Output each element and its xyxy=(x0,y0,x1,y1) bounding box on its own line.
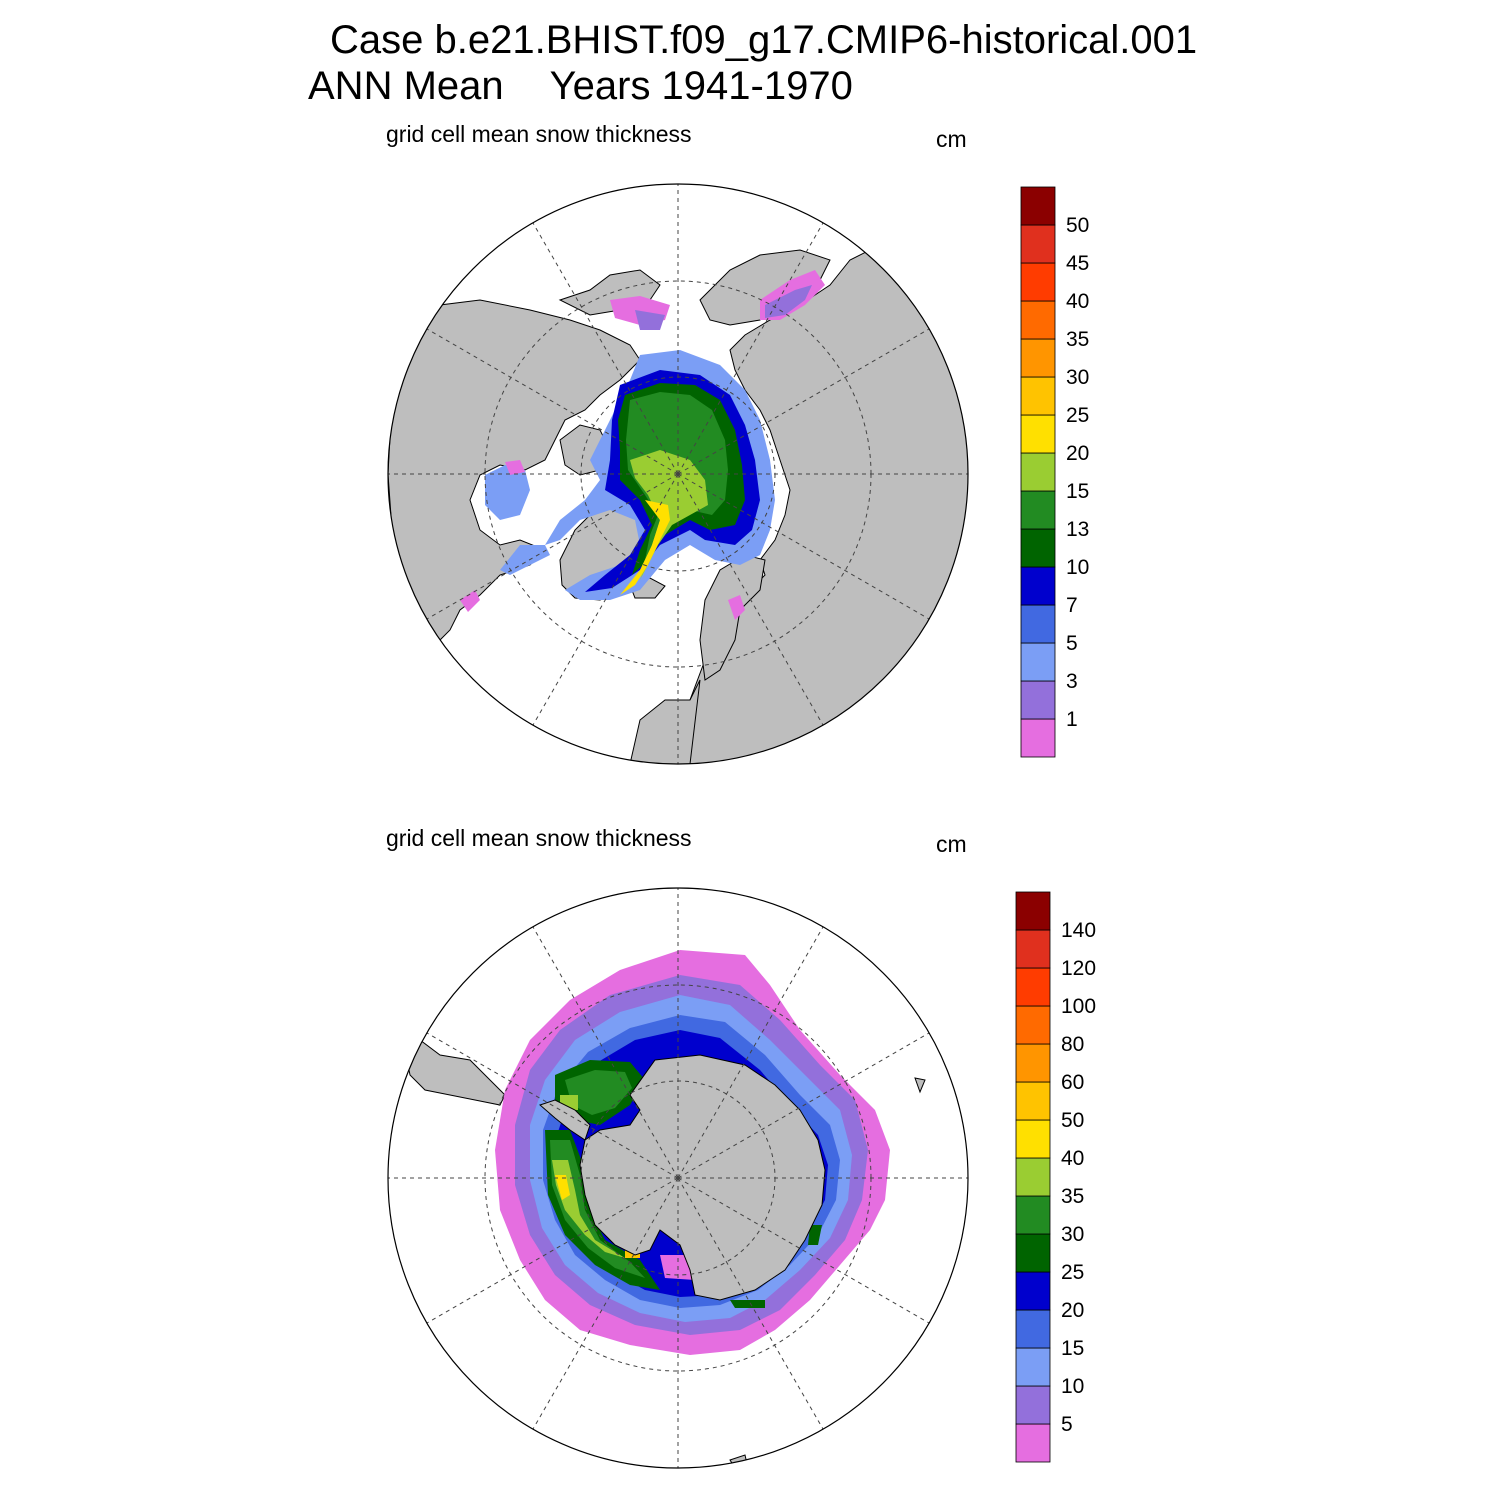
sh-colorbar-tick-label: 25 xyxy=(1061,1261,1084,1284)
sh-colorbar-swatch xyxy=(1015,1347,1051,1387)
sh-colorbar-tick-label: 20 xyxy=(1061,1299,1084,1322)
sh-colorbar-swatch xyxy=(1015,891,1051,931)
sh-colorbar-swatch xyxy=(1015,1233,1051,1273)
nh-colorbar-swatch xyxy=(1020,490,1056,530)
sh-colorbar-swatch xyxy=(1015,1119,1051,1159)
sh-colorbar-tick-label: 15 xyxy=(1061,1337,1084,1360)
sh-colorbar-tick-label: 35 xyxy=(1061,1185,1084,1208)
sh-land-antarctic-peninsula xyxy=(539,1099,591,1141)
nh-colorbar-tick-label: 3 xyxy=(1066,670,1078,693)
nh-colorbar-tick-label: 10 xyxy=(1066,556,1089,579)
sh-colorbar-swatch xyxy=(1015,929,1051,969)
nh-colorbar-swatch xyxy=(1020,452,1056,492)
nh-ice-labrador xyxy=(500,545,550,575)
nh-map-border xyxy=(387,183,969,765)
nh-colorbar-swatch xyxy=(1020,262,1056,302)
sh-colorbar-swatch xyxy=(1015,1195,1051,1235)
sh-colorbar-tick-label: 100 xyxy=(1061,995,1096,1018)
sh-colorbar-tick-label: 30 xyxy=(1061,1223,1084,1246)
sh-panel-label: grid cell mean snow thickness xyxy=(386,825,692,851)
figure-title-period: ANN Mean Years 1941-1970 xyxy=(308,64,853,109)
nh-polar-map xyxy=(387,183,969,765)
figure-title-case: Case b.e21.BHIST.f09_g17.CMIP6-historica… xyxy=(330,18,1198,62)
nh-colorbar-tick-label: 5 xyxy=(1066,632,1078,655)
nh-ice-yellow xyxy=(620,500,670,595)
sh-ice-ross-green xyxy=(550,1140,645,1278)
nh-colorbar-tick-label: 20 xyxy=(1066,442,1089,465)
sh-colorbar-tick-label: 60 xyxy=(1061,1071,1084,1094)
sh-colorbar-tick-label: 120 xyxy=(1061,957,1096,980)
sh-colorbar-tick-label: 140 xyxy=(1061,919,1096,942)
nh-colorbar-swatch xyxy=(1020,338,1056,378)
nh-colorbar-swatch xyxy=(1020,566,1056,606)
nh-colorbar-swatch xyxy=(1020,300,1056,340)
sh-colorbar-tick-label: 80 xyxy=(1061,1033,1084,1056)
nh-land-scandinavia xyxy=(699,554,766,681)
nh-colorbar-tick-label: 30 xyxy=(1066,366,1089,389)
sh-ice-weddell-green xyxy=(565,1070,632,1115)
sh-colorbar-swatch xyxy=(1015,1081,1051,1121)
sh-colorbar-tick-label: 40 xyxy=(1061,1147,1084,1170)
sh-graticule xyxy=(388,888,968,1468)
sh-colorbar-swatch xyxy=(1015,1043,1051,1083)
nh-colorbar-swatch xyxy=(1020,680,1056,720)
nh-colorbar-swatch xyxy=(1020,376,1056,416)
sh-colorbar-swatch xyxy=(1015,1005,1051,1045)
sh-colorbar-swatch xyxy=(1015,1423,1051,1463)
nh-colorbar-swatch xyxy=(1020,186,1056,226)
sh-map-border xyxy=(387,887,969,1469)
nh-colorbar-swatch xyxy=(1020,224,1056,264)
nh-colorbar: 50 45 40 35 30 25 20 15 13 10 7 5 3 1 xyxy=(1020,186,1089,758)
sh-colorbar-tick-label: 10 xyxy=(1061,1375,1084,1398)
nh-colorbar-tick-label: 25 xyxy=(1066,404,1089,427)
sh-units-label: cm xyxy=(936,831,967,857)
sh-colorbar-swatch xyxy=(1015,1157,1051,1197)
nh-colorbar-swatch xyxy=(1020,528,1056,568)
nh-colorbar-tick-label: 40 xyxy=(1066,290,1089,313)
nh-colorbar-tick-label: 13 xyxy=(1066,518,1089,541)
sh-ice-ross-yellowgreen xyxy=(552,1160,625,1258)
sh-colorbar-swatch xyxy=(1015,967,1051,1007)
nh-colorbar-tick-label: 7 xyxy=(1066,594,1078,617)
nh-colorbar-tick-label: 1 xyxy=(1066,708,1078,731)
season-label: ANN Mean xyxy=(308,64,504,108)
nh-colorbar-swatch xyxy=(1020,604,1056,644)
nh-colorbar-tick-label: 50 xyxy=(1066,214,1089,237)
nh-ice-hudson xyxy=(485,465,530,520)
sh-ice-ross-yellow xyxy=(555,1175,570,1200)
nh-land-europe xyxy=(629,679,701,764)
nh-colorbar-swatch xyxy=(1020,414,1056,454)
sh-colorbar: 140 120 100 80 60 50 40 35 30 25 20 15 10 5 xyxy=(1015,891,1096,1463)
nh-graticule xyxy=(388,184,968,764)
nh-colorbar-swatch xyxy=(1020,642,1056,682)
sh-colorbar-swatch xyxy=(1015,1385,1051,1425)
sh-colorbar-tick-label: 5 xyxy=(1061,1413,1073,1436)
sh-colorbar-swatch xyxy=(1015,1271,1051,1311)
nh-colorbar-tick-label: 15 xyxy=(1066,480,1089,503)
nh-units-label: cm xyxy=(936,126,967,152)
nh-colorbar-tick-label: 35 xyxy=(1066,328,1089,351)
nh-panel-label: grid cell mean snow thickness xyxy=(386,121,692,147)
sh-polar-map xyxy=(387,887,969,1469)
nh-colorbar-tick-label: 45 xyxy=(1066,252,1089,275)
sh-colorbar-swatch xyxy=(1015,1309,1051,1349)
years-label: Years 1941-1970 xyxy=(549,64,853,108)
sh-colorbar-tick-label: 50 xyxy=(1061,1109,1084,1132)
sh-land-south-america xyxy=(404,1039,506,1106)
nh-colorbar-swatch xyxy=(1020,718,1056,758)
